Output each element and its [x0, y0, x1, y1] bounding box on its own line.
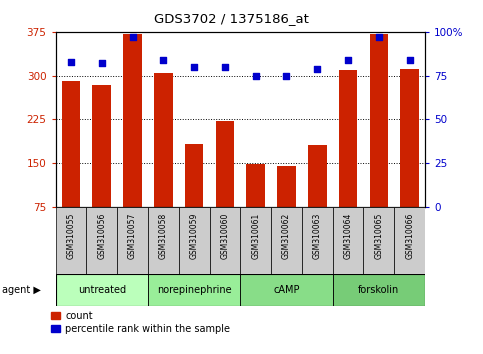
Text: cAMP: cAMP	[273, 285, 300, 295]
Text: GSM310063: GSM310063	[313, 212, 322, 259]
Point	[190, 64, 198, 70]
Point	[283, 73, 290, 79]
Point	[221, 64, 229, 70]
Bar	[308, 145, 327, 251]
Text: GSM310061: GSM310061	[251, 212, 260, 259]
Bar	[271, 207, 302, 274]
Bar	[302, 207, 333, 274]
Text: GSM310060: GSM310060	[220, 212, 229, 259]
Bar	[277, 166, 296, 251]
Bar	[86, 207, 117, 274]
Bar	[333, 207, 364, 274]
Bar	[148, 207, 179, 274]
Bar	[56, 274, 148, 306]
Bar	[62, 81, 80, 251]
Bar	[369, 34, 388, 251]
Text: forskolin: forskolin	[358, 285, 399, 295]
Bar	[179, 207, 210, 274]
Point	[252, 73, 259, 79]
Point	[375, 34, 383, 40]
Bar	[400, 69, 419, 251]
Point	[98, 61, 106, 66]
Bar	[123, 34, 142, 251]
Text: GSM310066: GSM310066	[405, 212, 414, 259]
Point	[344, 57, 352, 63]
Text: untreated: untreated	[78, 285, 126, 295]
Text: GSM310057: GSM310057	[128, 212, 137, 259]
Bar	[339, 70, 357, 251]
Bar	[240, 207, 271, 274]
Bar	[117, 207, 148, 274]
Text: GSM310065: GSM310065	[374, 212, 384, 259]
Bar	[56, 207, 86, 274]
Bar	[364, 207, 394, 274]
Point	[67, 59, 75, 64]
Point	[406, 57, 413, 63]
Bar	[210, 207, 240, 274]
Bar	[246, 165, 265, 251]
Text: agent ▶: agent ▶	[2, 285, 41, 295]
Text: GSM310056: GSM310056	[97, 212, 106, 259]
Text: GSM310055: GSM310055	[67, 212, 75, 259]
Text: GSM310062: GSM310062	[282, 212, 291, 259]
Point	[159, 57, 167, 63]
Bar	[215, 121, 234, 251]
Point	[128, 34, 136, 40]
Text: norepinephrine: norepinephrine	[157, 285, 231, 295]
Text: GSM310059: GSM310059	[190, 212, 199, 259]
Text: GSM310064: GSM310064	[343, 212, 353, 259]
Text: GSM310058: GSM310058	[159, 212, 168, 259]
Bar	[92, 85, 111, 251]
Bar	[148, 274, 241, 306]
Bar	[185, 144, 203, 251]
Point	[313, 66, 321, 72]
Bar	[154, 73, 172, 251]
Bar	[240, 274, 333, 306]
Bar	[333, 274, 425, 306]
Legend: count, percentile rank within the sample: count, percentile rank within the sample	[51, 311, 230, 334]
Text: GDS3702 / 1375186_at: GDS3702 / 1375186_at	[155, 12, 309, 25]
Bar	[394, 207, 425, 274]
